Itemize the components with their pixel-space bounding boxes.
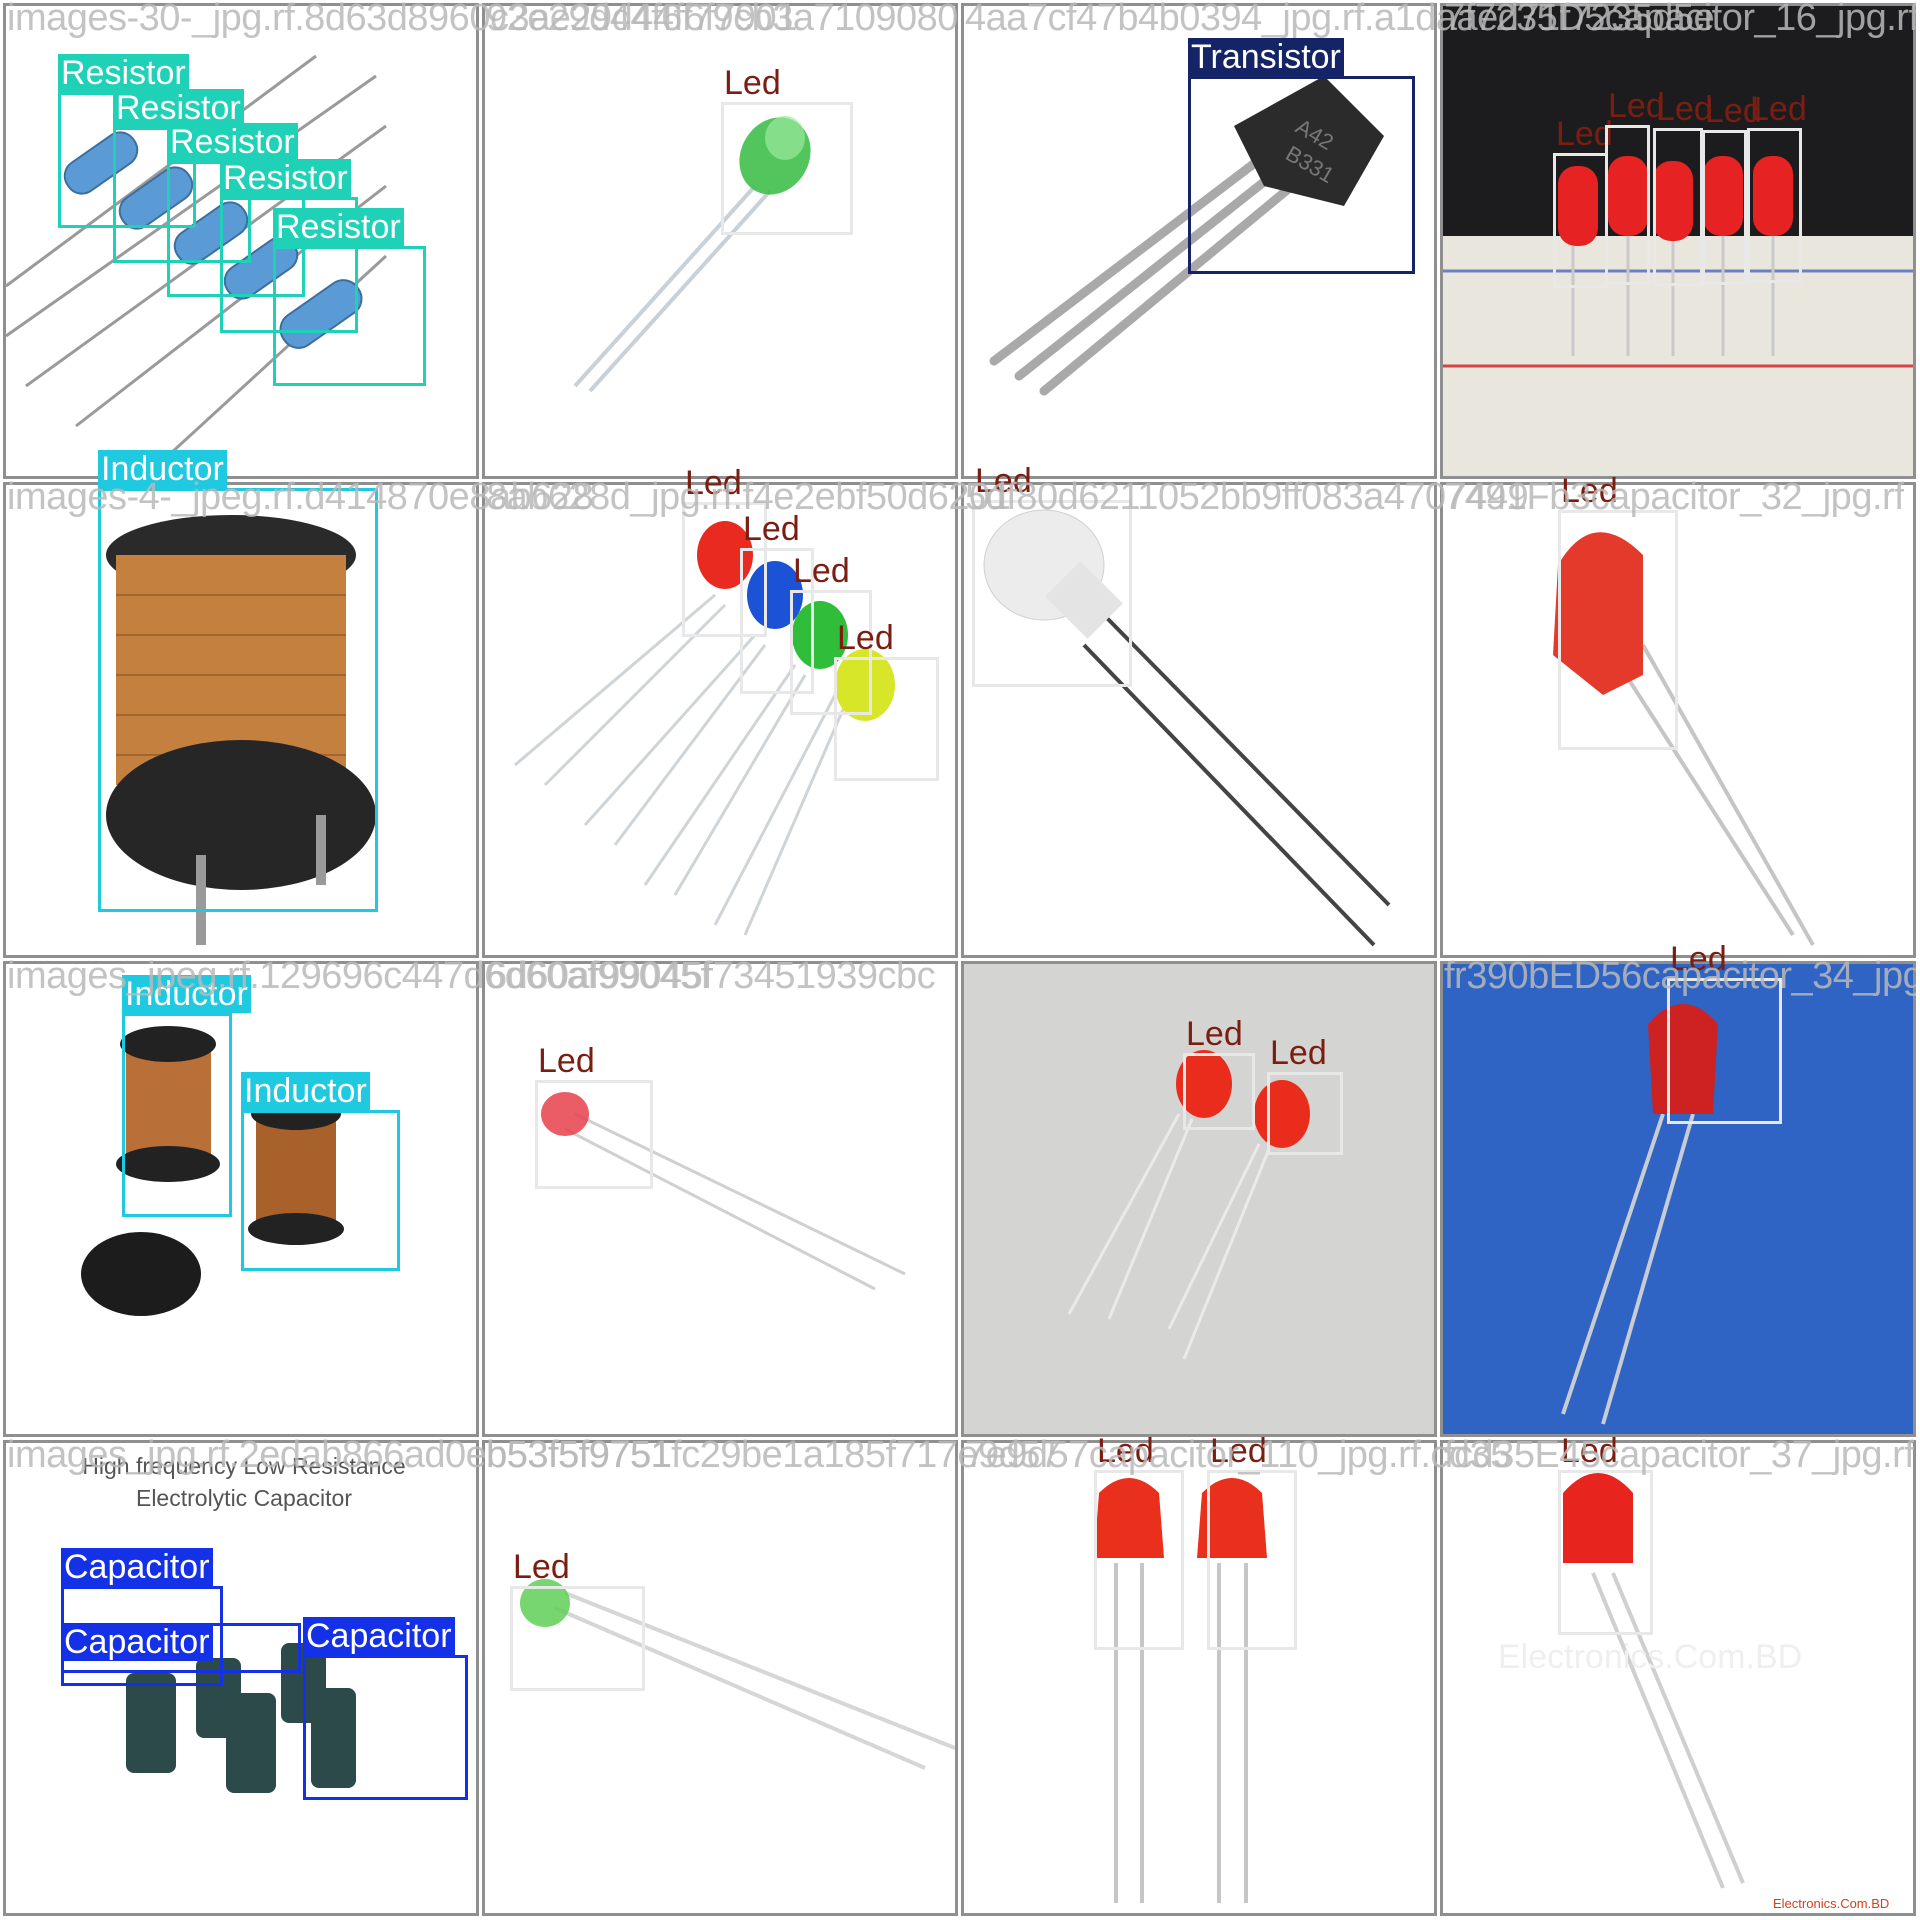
bbox-label-led: Led bbox=[975, 462, 1032, 500]
bbox-label-capacitor: Capacitor bbox=[61, 1548, 213, 1586]
clear-led-photo bbox=[983, 509, 1391, 947]
bbox-resistor bbox=[273, 246, 426, 386]
red-led-watermark-photo: Electronics.Com.BD Electronics.Com.BD bbox=[1498, 1473, 1889, 1911]
tile-red-led-single bbox=[1440, 482, 1916, 958]
multicolor-leds-photo bbox=[514, 521, 895, 936]
bbox-label-led: Led bbox=[724, 64, 781, 102]
bbox-led bbox=[721, 102, 853, 235]
watermark-text: Electronics.Com.BD bbox=[1498, 1638, 1802, 1676]
bbox-led bbox=[1267, 1072, 1343, 1155]
inductors-photo bbox=[81, 1026, 344, 1316]
bbox-label-led: Led bbox=[513, 1548, 570, 1586]
bbox-inductor bbox=[98, 488, 378, 912]
bbox-label-led: Led bbox=[1561, 472, 1618, 510]
capacitor-caption-2: Electrolytic Capacitor bbox=[135, 1485, 353, 1511]
bbox-label-led: Led bbox=[1561, 1432, 1618, 1470]
bbox-label-resistor: Resistor bbox=[58, 54, 189, 92]
bbox-led bbox=[1747, 128, 1802, 283]
bbox-label-led: Led bbox=[1656, 90, 1713, 128]
inductor-photo bbox=[106, 515, 376, 945]
bbox-led bbox=[1207, 1470, 1297, 1650]
bbox-transistor bbox=[1188, 76, 1415, 274]
bbox-label-led: Led bbox=[1210, 1432, 1267, 1470]
bbox-label-resistor: Resistor bbox=[167, 123, 298, 161]
bbox-label-resistor: Resistor bbox=[113, 89, 244, 127]
bbox-led bbox=[1702, 130, 1747, 285]
capacitor-caption-1: High frequency Low Resistance bbox=[82, 1453, 406, 1479]
tile-multicolor-leds bbox=[482, 482, 958, 958]
bbox-led bbox=[1553, 153, 1608, 288]
tile-red-leds-breadboard bbox=[1440, 3, 1916, 479]
bbox-led bbox=[1558, 510, 1678, 750]
bbox-label-led: Led bbox=[1270, 1034, 1327, 1072]
tile-red-led-blue bbox=[1440, 961, 1916, 1437]
bbox-led bbox=[1558, 1470, 1653, 1635]
tile-inductor bbox=[3, 482, 479, 958]
bbox-led bbox=[740, 548, 814, 694]
bbox-led bbox=[510, 1586, 645, 1691]
bbox-label-led: Led bbox=[1186, 1015, 1243, 1053]
bbox-led bbox=[834, 657, 939, 781]
bbox-led bbox=[1605, 125, 1650, 285]
red-led-blue-photo bbox=[1561, 1004, 1718, 1425]
bbox-label-inductor: Inductor bbox=[122, 975, 251, 1013]
tile-green-led-long bbox=[482, 1440, 958, 1916]
green-led-long-photo bbox=[520, 1579, 955, 1770]
bbox-resistor bbox=[220, 197, 358, 333]
tile-two-red-leds-tall bbox=[961, 1440, 1437, 1916]
transistor-photo: A42 B331 bbox=[989, 76, 1384, 396]
bbox-label-led: Led bbox=[793, 552, 850, 590]
bbox-label-inductor: Inductor bbox=[98, 450, 227, 488]
tile-capacitors: High frequency Low Resistance Electrolyt… bbox=[3, 1440, 479, 1916]
bbox-label-led: Led bbox=[685, 464, 742, 502]
bbox-label-led: Led bbox=[1097, 1432, 1154, 1470]
tile-red-led-watermark: Electronics.Com.BD Electronics.Com.BD bbox=[1440, 1440, 1916, 1916]
tile-clear-led bbox=[961, 482, 1437, 958]
bbox-label-resistor: Resistor bbox=[273, 208, 404, 246]
breadboard-photo bbox=[1443, 6, 1913, 476]
bbox-label-resistor: Resistor bbox=[220, 159, 351, 197]
bbox-inductor bbox=[241, 1110, 400, 1271]
green-led-photo bbox=[573, 116, 811, 393]
bbox-led bbox=[1667, 978, 1782, 1124]
logo-text: Electronics.Com.BD bbox=[1773, 1896, 1889, 1911]
bbox-label-led: Led bbox=[538, 1042, 595, 1080]
bbox-label-led: Led bbox=[1608, 87, 1665, 125]
bbox-led bbox=[535, 1080, 653, 1189]
bbox-label-led: Led bbox=[837, 619, 894, 657]
bbox-led bbox=[972, 500, 1132, 687]
resistors-photo bbox=[6, 54, 388, 476]
red-led-single-photo bbox=[1553, 532, 1815, 946]
bbox-label-capacitor: Capacitor bbox=[61, 1623, 213, 1661]
tile-green-led bbox=[482, 3, 958, 479]
tile-two-red-leds bbox=[961, 961, 1437, 1437]
bbox-label-capacitor: Capacitor bbox=[303, 1617, 455, 1655]
bbox-label-led: Led bbox=[1556, 115, 1613, 153]
bbox-label-transistor: Transistor bbox=[1188, 38, 1344, 76]
bbox-label-inductor: Inductor bbox=[241, 1072, 370, 1110]
bbox-led bbox=[1094, 1470, 1184, 1650]
capacitors-photo bbox=[126, 1643, 356, 1793]
tile-red-led-thin bbox=[482, 961, 958, 1437]
bbox-label-led: Led bbox=[1750, 90, 1807, 128]
bbox-capacitor bbox=[303, 1655, 468, 1800]
bbox-led bbox=[1183, 1053, 1255, 1130]
bbox-inductor bbox=[122, 1013, 232, 1217]
bbox-label-led: Led bbox=[743, 510, 800, 548]
bbox-label-led: Led bbox=[1705, 92, 1762, 130]
bbox-led bbox=[682, 502, 767, 637]
bbox-led bbox=[1653, 128, 1703, 286]
tile-transistor: A42 B331 bbox=[961, 3, 1437, 479]
red-led-thin-photo bbox=[541, 1092, 906, 1291]
two-red-leds-tall-photo bbox=[1094, 1478, 1267, 1903]
bbox-label-led: Led bbox=[1670, 940, 1727, 978]
bbox-led bbox=[790, 590, 872, 715]
